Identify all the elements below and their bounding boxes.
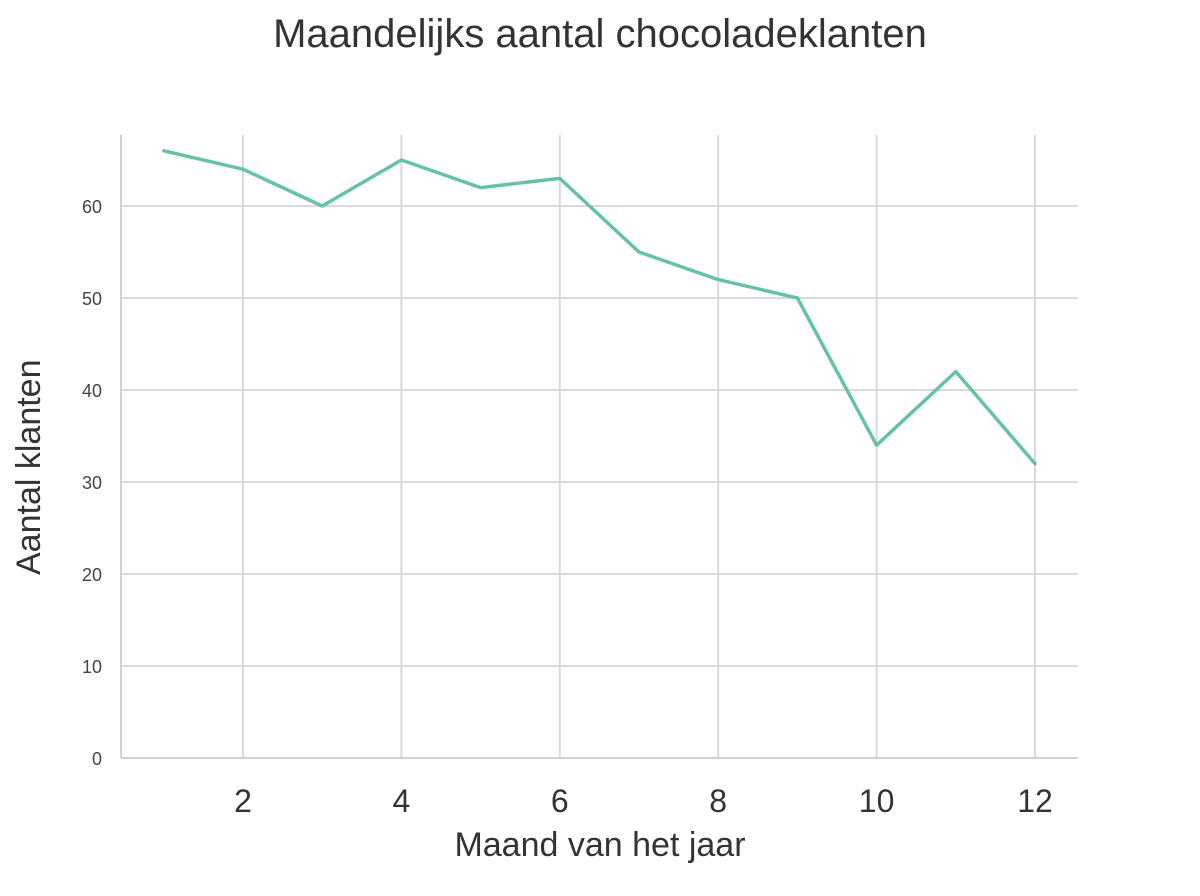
y-tick-label: 0 bbox=[92, 749, 102, 769]
x-tick-label: 6 bbox=[551, 783, 569, 819]
x-tick-label: 8 bbox=[709, 783, 727, 819]
chart-title: Maandelijks aantal chocoladeklanten bbox=[273, 12, 927, 56]
y-tick-label: 60 bbox=[82, 197, 102, 217]
data-line bbox=[162, 149, 1037, 466]
x-axis-label: Maand van het jaar bbox=[454, 826, 746, 864]
y-tick-label: 40 bbox=[82, 381, 102, 401]
x-tick-label: 12 bbox=[1017, 783, 1053, 819]
x-tick-label: 4 bbox=[393, 783, 411, 819]
y-tick-label: 20 bbox=[82, 565, 102, 585]
y-tick-label: 10 bbox=[82, 657, 102, 677]
y-tick-label: 50 bbox=[82, 289, 102, 309]
x-tick-label: 2 bbox=[234, 783, 252, 819]
y-tick-label: 30 bbox=[82, 473, 102, 493]
grid-lines bbox=[121, 135, 1078, 759]
x-tick-label: 10 bbox=[859, 783, 895, 819]
